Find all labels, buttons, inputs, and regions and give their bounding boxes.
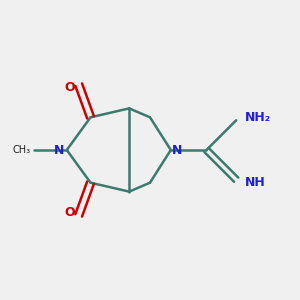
Text: NH: NH bbox=[245, 176, 266, 189]
Text: N: N bbox=[172, 143, 183, 157]
Text: NH₂: NH₂ bbox=[245, 111, 271, 124]
Text: O: O bbox=[64, 206, 75, 219]
Text: N: N bbox=[53, 143, 64, 157]
Text: O: O bbox=[64, 81, 75, 94]
Text: CH₃: CH₃ bbox=[13, 145, 31, 155]
